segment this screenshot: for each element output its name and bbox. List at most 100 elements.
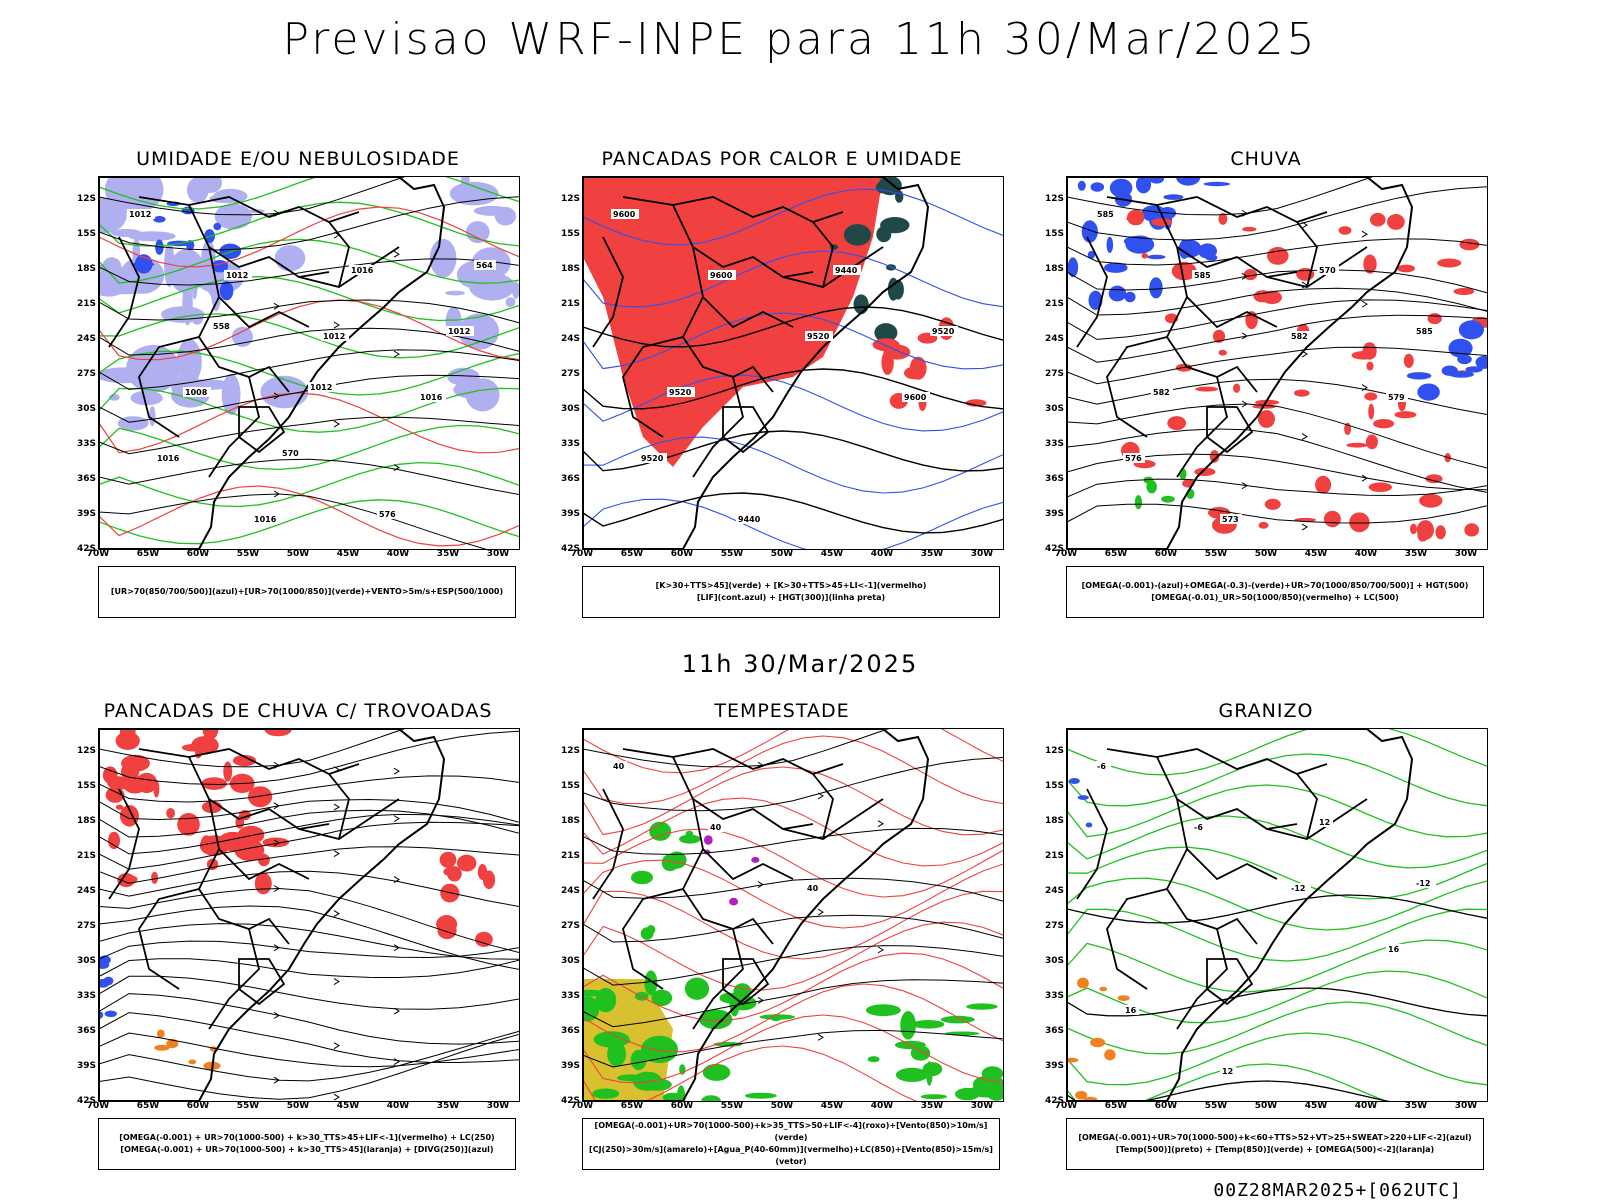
latitude-tick: 36S [76, 474, 96, 484]
field-blob [494, 206, 516, 226]
country-border [197, 296, 290, 393]
streamline [99, 177, 406, 216]
field-blob [156, 1029, 165, 1038]
contour-line [583, 368, 1003, 410]
longitude-tick: 65W [136, 1101, 160, 1111]
forecast-map[interactable]: 40 40 40 [582, 728, 1004, 1102]
contour-label: 12 [1222, 1067, 1233, 1076]
contour-label: 582 [1153, 388, 1170, 397]
country-border [1206, 406, 1254, 454]
forecast-map[interactable]: 585 585 582 579 576 573 570 585 582 [1066, 176, 1488, 550]
contour-line [583, 312, 1003, 370]
field-blob [1370, 212, 1386, 227]
field-blob [900, 1011, 916, 1040]
country-border [812, 221, 834, 288]
longitude-tick: 35W [1404, 1101, 1428, 1111]
streamline-arrow [1241, 332, 1248, 340]
latitude-tick: 12S [560, 746, 580, 756]
field-blob [1233, 383, 1241, 393]
forecast-map[interactable] [98, 728, 520, 1102]
country-border [622, 888, 684, 990]
contour-label: 9600 [904, 393, 927, 402]
country-border [692, 798, 794, 881]
latitude-tick: 18S [560, 264, 580, 274]
longitude-tick: 55W [236, 1101, 260, 1111]
longitude-tick: 70W [570, 1101, 594, 1111]
field-blob [1368, 482, 1392, 493]
forecast-map[interactable]: 1012 1012 1012 1016 1016 1016 1016 1012 1008 570 5… [98, 176, 520, 550]
country-border [1076, 236, 1108, 348]
coastline [99, 729, 446, 1101]
field-blob [1243, 269, 1258, 281]
country-border [1165, 848, 1258, 945]
contour-line [583, 983, 1003, 1053]
streamline [99, 1032, 519, 1068]
latitude-tick: 18S [560, 816, 580, 826]
panel-title: UMIDADE E/OU NEBULOSIDADE [136, 148, 460, 170]
field-blob [482, 870, 496, 890]
field-blob [1294, 389, 1310, 397]
streamline-arrow [877, 946, 884, 954]
latitude-tick: 42S [560, 1096, 580, 1106]
legend-line: [CJ(250)>30m/s](amarelo)+[Agua_P(40-60mm… [589, 1145, 993, 1166]
legend-line: [Temp(500)](preto) + [Temp(850)](verde) … [1115, 1145, 1435, 1154]
contour-line [99, 392, 519, 454]
streamline [1067, 378, 1487, 415]
contour-label: 1012 [448, 327, 470, 336]
contour-line [583, 952, 1003, 1022]
latitude-tick: 24S [560, 334, 580, 344]
field-blob [1450, 339, 1461, 354]
field-blob [883, 344, 911, 360]
streamline-arrow [273, 944, 280, 952]
forecast-map[interactable]: 9600 9600 9520 9600 9520 9440 9440 9520 9520 [582, 176, 1004, 550]
field-blob [1077, 977, 1089, 989]
streamline-arrow [757, 881, 764, 888]
field-blob [223, 761, 233, 782]
field-blob [1068, 778, 1080, 784]
streamline-arrow [1301, 433, 1308, 441]
field-blob [166, 808, 175, 819]
contour-label: 582 [1291, 332, 1308, 341]
contour-label: 576 [1125, 454, 1142, 463]
latitude-tick: 27S [76, 369, 96, 379]
field-blob [1425, 474, 1443, 484]
contour-label: 16 [1388, 945, 1400, 954]
longitude-tick: 60W [186, 1101, 210, 1111]
latitude-tick: 24S [76, 886, 96, 896]
streamline [1067, 269, 1487, 294]
contour-label: 576 [379, 510, 396, 519]
contour-label: 1008 [185, 388, 208, 397]
panel-umidade: UMIDADE E/OU NEBULOSIDADE 12S 15S 18S 21S 24S… [68, 148, 528, 628]
field-blob [188, 1059, 197, 1065]
field-blob [911, 1020, 945, 1029]
streamline [583, 757, 1003, 812]
contour-label: 12 [1319, 818, 1330, 827]
field-blob [1255, 399, 1280, 405]
panel-legend: [K>30+TTS>45](verde) + [K>30+TTS>45+LI<-… [582, 566, 1000, 618]
field-blob [1090, 182, 1105, 192]
contour-label: 573 [1222, 515, 1239, 524]
streamline-arrow [1301, 523, 1308, 531]
field-blob [1427, 313, 1442, 325]
contour-label: 9520 [641, 454, 664, 463]
latitude-tick: 24S [1044, 886, 1064, 896]
forecast-map[interactable]: -6 -6 -12 16 16 12 12 -12 [1066, 728, 1488, 1102]
longitude-tick: 50W [770, 549, 794, 559]
label-layer: -6 -6 -12 16 16 12 12 -12 [1095, 761, 1436, 1076]
streamline [1067, 478, 1487, 498]
contour-line [99, 299, 519, 361]
field-blob [661, 854, 679, 872]
legend-line: [OMEGA(-0.01)_UR>50(1000/850)(vermelho) … [1151, 593, 1399, 602]
streamline-arrow [273, 302, 280, 310]
field-blob [1126, 216, 1144, 222]
streamline-arrow [393, 767, 400, 775]
field-blob [258, 853, 270, 867]
field-blob [1459, 238, 1480, 251]
field-blob [1104, 262, 1128, 273]
field-blob [592, 1088, 620, 1099]
contour-label: -12 [1291, 884, 1305, 893]
contour-line [1067, 877, 1487, 931]
field-blob [703, 835, 713, 845]
latitude-tick: 42S [76, 1096, 96, 1106]
field-blob [1077, 795, 1089, 800]
